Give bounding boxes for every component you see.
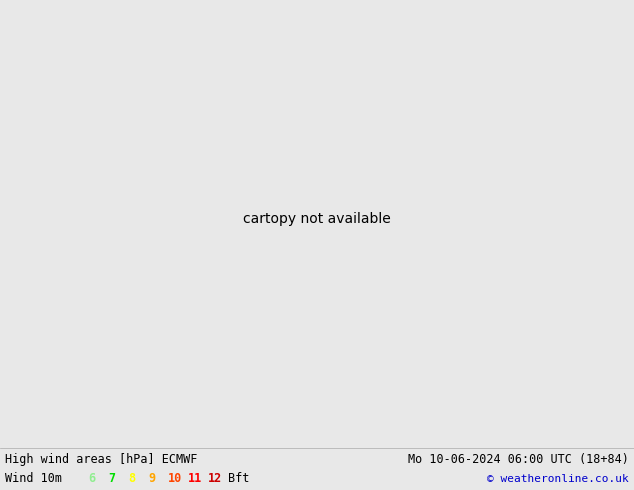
Text: Wind 10m: Wind 10m xyxy=(5,472,62,486)
Text: 8: 8 xyxy=(128,472,135,486)
Text: 10: 10 xyxy=(168,472,182,486)
Text: © weatheronline.co.uk: © weatheronline.co.uk xyxy=(488,474,629,484)
Text: 11: 11 xyxy=(188,472,202,486)
Text: 7: 7 xyxy=(108,472,115,486)
Text: Bft: Bft xyxy=(228,472,249,486)
Text: Mo 10-06-2024 06:00 UTC (18+84): Mo 10-06-2024 06:00 UTC (18+84) xyxy=(408,453,629,466)
Text: 6: 6 xyxy=(88,472,95,486)
Text: 12: 12 xyxy=(208,472,223,486)
Text: 9: 9 xyxy=(148,472,155,486)
Text: cartopy not available: cartopy not available xyxy=(243,212,391,226)
Text: High wind areas [hPa] ECMWF: High wind areas [hPa] ECMWF xyxy=(5,453,197,466)
